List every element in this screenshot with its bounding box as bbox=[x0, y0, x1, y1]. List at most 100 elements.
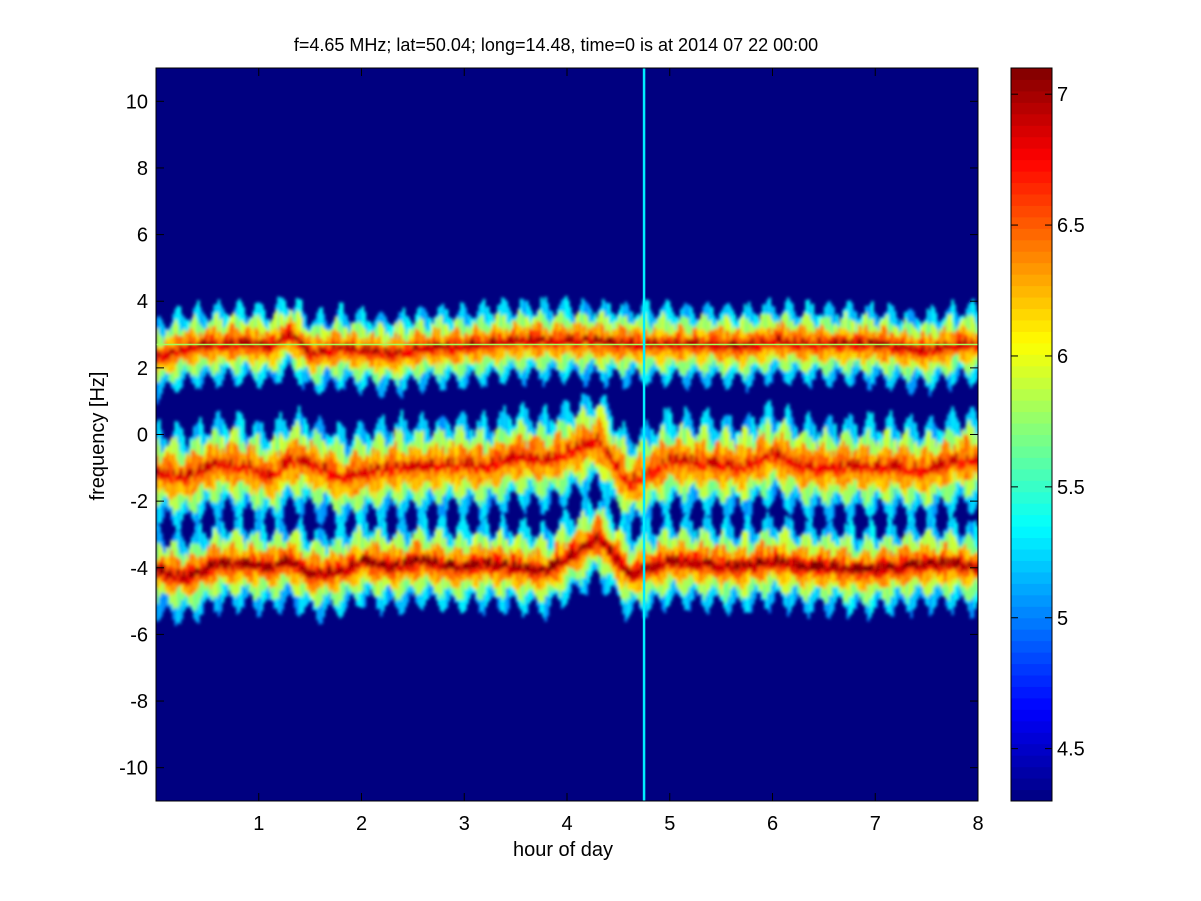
heatmap-cell bbox=[754, 454, 757, 466]
heatmap-cell bbox=[579, 340, 582, 346]
heatmap-cell bbox=[850, 463, 854, 472]
heatmap-cell bbox=[719, 462, 722, 471]
heatmap-cell bbox=[737, 343, 741, 351]
heatmap-cell bbox=[324, 463, 328, 474]
heatmap-cell bbox=[698, 461, 702, 470]
heatmap-cell bbox=[369, 464, 373, 474]
heatmap-cell bbox=[236, 466, 239, 474]
heatmap-cell bbox=[786, 340, 790, 346]
heatmap-cell bbox=[285, 458, 289, 469]
heatmap-cell bbox=[390, 464, 393, 474]
heatmap-cell bbox=[823, 335, 827, 350]
heatmap-cell bbox=[306, 457, 309, 469]
heatmap-cell bbox=[423, 345, 426, 352]
heatmap-cell bbox=[227, 460, 231, 470]
heatmap-cell bbox=[246, 453, 250, 477]
heatmap-cell bbox=[577, 444, 580, 452]
heatmap-cell bbox=[394, 461, 398, 469]
heatmap-cell bbox=[630, 337, 634, 346]
heatmap-cell bbox=[772, 338, 776, 347]
heatmap-cell bbox=[297, 343, 301, 350]
heatmap-cell bbox=[904, 455, 907, 476]
heatmap-cell bbox=[768, 340, 772, 347]
heatmap-cell bbox=[645, 474, 648, 483]
heatmap-cell bbox=[846, 463, 850, 479]
heatmap-cell bbox=[712, 456, 716, 468]
heatmap-cell bbox=[825, 337, 829, 350]
heatmap-cell bbox=[168, 473, 171, 482]
heatmap-cell bbox=[569, 448, 572, 459]
heatmap-cell bbox=[521, 337, 525, 343]
heatmap-cell bbox=[906, 468, 909, 476]
heatmap-cell bbox=[523, 455, 527, 470]
heatmap-cell bbox=[439, 344, 443, 356]
heatmap-cell bbox=[488, 337, 492, 347]
heatmap-cell bbox=[334, 348, 338, 355]
heatmap-cell bbox=[377, 350, 381, 356]
heatmap-cell bbox=[320, 348, 324, 355]
heatmap-cell bbox=[817, 337, 821, 346]
heatmap-cell bbox=[238, 338, 241, 345]
heatmap-cell bbox=[431, 344, 435, 353]
heatmap-cell bbox=[340, 476, 344, 485]
heatmap-cell bbox=[852, 343, 856, 352]
heatmap-cell bbox=[762, 333, 765, 348]
heatmap-cell bbox=[827, 339, 831, 346]
heatmap-cell bbox=[758, 459, 761, 469]
heatmap-cell bbox=[593, 438, 597, 449]
heatmap-cell bbox=[527, 334, 531, 343]
heatmap-cell bbox=[408, 340, 412, 359]
heatmap-cell bbox=[361, 470, 365, 479]
heatmap-cell bbox=[599, 439, 603, 458]
heatmap-cell bbox=[819, 464, 823, 474]
heatmap-cell bbox=[684, 337, 687, 349]
heatmap-cell bbox=[606, 337, 609, 344]
heatmap-cell bbox=[756, 342, 759, 351]
heatmap-cell bbox=[714, 456, 718, 468]
heatmap-cell bbox=[295, 336, 299, 342]
heatmap-cell bbox=[170, 348, 174, 355]
heatmap-cell bbox=[848, 460, 852, 468]
heatmap-cell bbox=[696, 337, 700, 346]
heatmap-cell bbox=[784, 459, 788, 466]
heatmap-cell bbox=[585, 440, 589, 449]
heatmap-cell bbox=[460, 459, 463, 467]
heatmap-cell bbox=[684, 343, 687, 349]
heatmap-cell bbox=[606, 446, 609, 455]
heatmap-cell bbox=[556, 339, 560, 346]
heatmap-cell bbox=[671, 448, 675, 469]
heatmap-cell bbox=[495, 449, 498, 471]
heatmap-cell bbox=[975, 334, 978, 349]
heatmap-cell bbox=[737, 466, 741, 476]
heatmap-cell bbox=[388, 348, 391, 358]
heatmap-cell bbox=[585, 335, 589, 342]
heatmap-cell bbox=[178, 345, 182, 353]
heatmap-cell bbox=[178, 470, 182, 480]
heatmap-cell bbox=[174, 475, 178, 482]
heatmap-cell bbox=[236, 345, 239, 351]
heatmap-cell bbox=[832, 462, 835, 472]
heatmap-cell bbox=[324, 347, 328, 356]
heatmap-cell bbox=[213, 457, 217, 474]
heatmap-cell bbox=[527, 452, 531, 463]
heatmap-cell bbox=[702, 452, 706, 470]
heatmap-cell bbox=[414, 344, 418, 351]
heatmap-cell bbox=[552, 451, 556, 462]
heatmap-cell bbox=[503, 457, 506, 466]
heatmap-cell bbox=[867, 462, 870, 469]
heatmap-cell bbox=[634, 467, 638, 491]
heatmap-cell bbox=[472, 339, 476, 348]
heatmap-cell bbox=[540, 336, 543, 342]
heatmap-cell bbox=[856, 338, 860, 348]
heatmap-cell bbox=[456, 464, 459, 472]
heatmap-cell bbox=[749, 459, 753, 469]
heatmap-cell bbox=[567, 334, 570, 343]
heatmap-cell bbox=[922, 467, 926, 476]
heatmap-cell bbox=[441, 462, 445, 477]
heatmap-cell bbox=[729, 343, 732, 356]
heatmap-cell bbox=[825, 344, 829, 350]
heatmap-cell bbox=[862, 462, 866, 470]
heatmap-cell bbox=[416, 460, 420, 468]
heatmap-cell bbox=[920, 346, 924, 355]
heatmap-cell bbox=[622, 475, 626, 483]
